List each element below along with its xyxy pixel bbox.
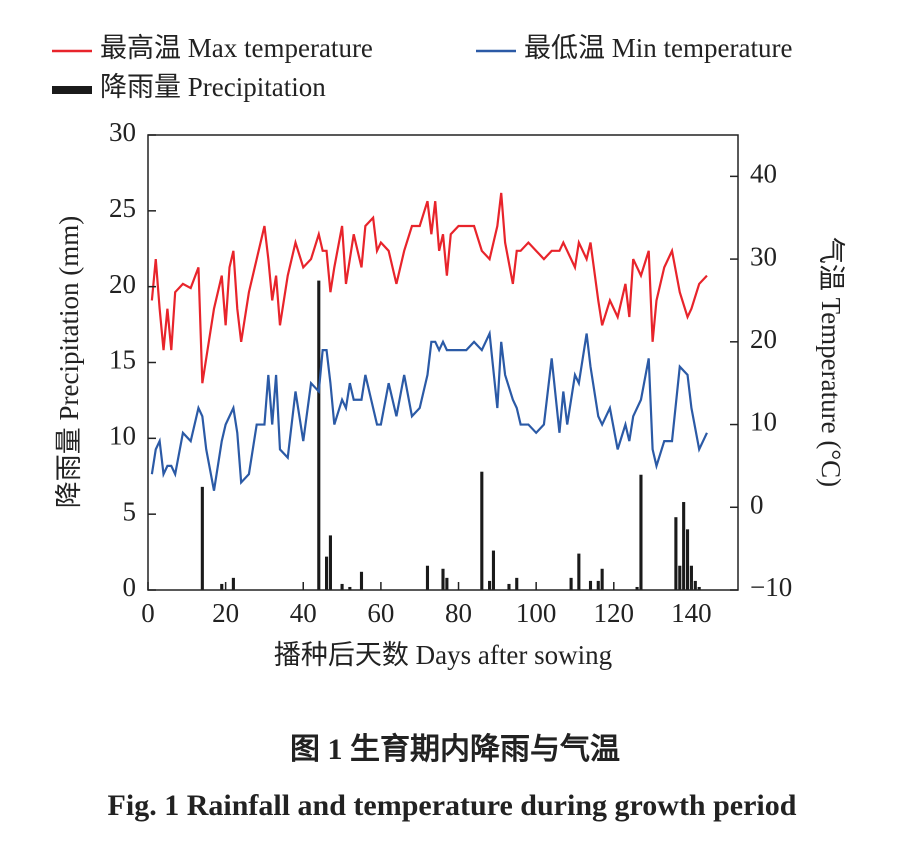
bar [445, 577, 449, 590]
y-tick-label: 10 [109, 421, 136, 451]
bar [635, 586, 639, 590]
y2-tick-label: 30 [750, 241, 777, 271]
y2-tick-label: 20 [750, 324, 777, 354]
bar [507, 583, 511, 590]
bar [682, 502, 686, 590]
x-tick-label: 80 [445, 598, 472, 628]
bar [569, 577, 573, 590]
x-tick-label: 120 [594, 598, 635, 628]
legend-label: 最高温 Max temperature [100, 33, 373, 63]
bar [425, 565, 430, 590]
bar [220, 583, 224, 590]
bar [693, 580, 697, 590]
bar [697, 586, 701, 590]
bar [488, 580, 492, 590]
legend-label: 最低温 Min temperature [524, 33, 792, 63]
bar [685, 529, 690, 590]
y-tick-label: 0 [123, 572, 137, 602]
bar [317, 280, 321, 590]
caption-en: Fig. 1 Rainfall and temperature during g… [108, 789, 797, 822]
line [150, 192, 708, 384]
x-tick-label: 0 [141, 598, 155, 628]
y-tick-label: 25 [109, 193, 136, 223]
bar [678, 565, 682, 590]
bar [200, 486, 204, 590]
bar [441, 568, 445, 590]
legend-label: 降雨量 Precipitation [100, 72, 326, 102]
x-tick-label: 60 [367, 598, 394, 628]
bar [491, 550, 496, 590]
bar [600, 568, 604, 590]
bar [480, 471, 484, 590]
bar [348, 586, 352, 590]
x-tick-label: 140 [671, 598, 712, 628]
line [150, 329, 708, 491]
y-tick-label: 30 [109, 117, 136, 147]
bar [689, 565, 693, 590]
y-tick-label: 15 [109, 345, 136, 375]
bar [596, 580, 600, 590]
y2-tick-label: −10 [750, 572, 792, 602]
y-tick-label: 5 [123, 496, 137, 526]
bar [588, 580, 593, 590]
y2-tick-label: 40 [750, 159, 777, 189]
legend-swatch [52, 86, 92, 94]
caption-cn: 图 1 生育期内降雨与气温 [290, 732, 620, 766]
x-tick-label: 40 [290, 598, 317, 628]
bar [328, 535, 332, 590]
y-tick-label: 20 [109, 269, 136, 299]
bar [359, 571, 364, 590]
x-tick-label: 100 [516, 598, 557, 628]
y2-axis-label: 气温 Temperature (°C) [816, 237, 846, 487]
bar [325, 556, 329, 590]
y-axis-label: 降雨量 Precipitation (mm) [54, 216, 84, 508]
bar [674, 517, 678, 590]
bar [515, 577, 519, 590]
y2-tick-label: 10 [750, 407, 777, 437]
bar [577, 553, 581, 590]
x-axis-label: 播种后天数 Days after sowing [274, 640, 612, 670]
bar [639, 474, 643, 590]
x-tick-label: 20 [212, 598, 239, 628]
y2-tick-label: 0 [750, 489, 764, 519]
bar [340, 583, 344, 590]
bar [231, 577, 235, 590]
